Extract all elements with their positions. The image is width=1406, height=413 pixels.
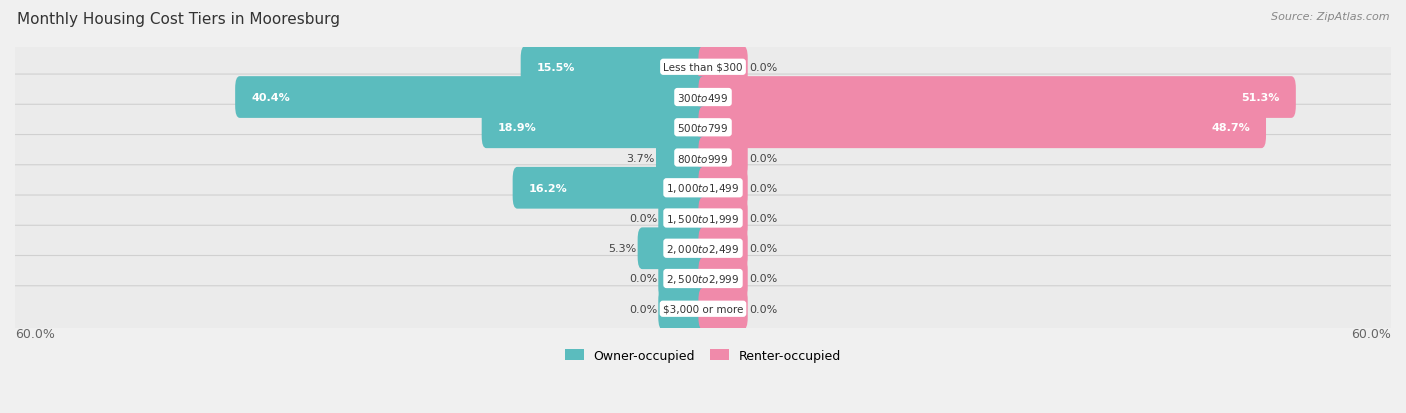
FancyBboxPatch shape (699, 228, 748, 269)
FancyBboxPatch shape (11, 286, 1395, 332)
FancyBboxPatch shape (11, 105, 1395, 151)
Text: 0.0%: 0.0% (749, 274, 778, 284)
FancyBboxPatch shape (11, 195, 1395, 242)
Text: $1,500 to $1,999: $1,500 to $1,999 (666, 212, 740, 225)
Text: $2,500 to $2,999: $2,500 to $2,999 (666, 272, 740, 285)
FancyBboxPatch shape (11, 226, 1395, 272)
Text: 0.0%: 0.0% (749, 304, 778, 314)
Text: Monthly Housing Cost Tiers in Mooresburg: Monthly Housing Cost Tiers in Mooresburg (17, 12, 340, 27)
Text: 15.5%: 15.5% (537, 63, 575, 73)
FancyBboxPatch shape (657, 137, 707, 179)
FancyBboxPatch shape (11, 165, 1395, 211)
FancyBboxPatch shape (235, 77, 707, 119)
Text: Less than $300: Less than $300 (664, 63, 742, 73)
Text: 0.0%: 0.0% (628, 274, 657, 284)
Text: 0.0%: 0.0% (749, 244, 778, 254)
FancyBboxPatch shape (658, 258, 707, 300)
Text: 40.4%: 40.4% (252, 93, 290, 103)
Text: $800 to $999: $800 to $999 (678, 152, 728, 164)
FancyBboxPatch shape (699, 168, 748, 209)
Text: 0.0%: 0.0% (749, 153, 778, 163)
Text: $3,000 or more: $3,000 or more (662, 304, 744, 314)
Text: 3.7%: 3.7% (627, 153, 655, 163)
Text: 60.0%: 60.0% (1351, 328, 1391, 341)
FancyBboxPatch shape (699, 288, 748, 330)
FancyBboxPatch shape (520, 47, 707, 88)
FancyBboxPatch shape (638, 228, 707, 269)
FancyBboxPatch shape (11, 75, 1395, 121)
FancyBboxPatch shape (658, 198, 707, 239)
Text: 0.0%: 0.0% (628, 214, 657, 223)
Text: 5.3%: 5.3% (609, 244, 637, 254)
Text: 0.0%: 0.0% (749, 183, 778, 193)
FancyBboxPatch shape (11, 256, 1395, 302)
Text: 48.7%: 48.7% (1211, 123, 1250, 133)
Text: Source: ZipAtlas.com: Source: ZipAtlas.com (1271, 12, 1389, 22)
Text: 16.2%: 16.2% (529, 183, 568, 193)
FancyBboxPatch shape (699, 137, 748, 179)
Text: $2,000 to $2,499: $2,000 to $2,499 (666, 242, 740, 255)
Text: $1,000 to $1,499: $1,000 to $1,499 (666, 182, 740, 195)
Text: 0.0%: 0.0% (749, 63, 778, 73)
FancyBboxPatch shape (513, 168, 707, 209)
FancyBboxPatch shape (699, 258, 748, 300)
Text: 60.0%: 60.0% (15, 328, 55, 341)
Text: $500 to $799: $500 to $799 (678, 122, 728, 134)
Text: $300 to $499: $300 to $499 (678, 92, 728, 104)
FancyBboxPatch shape (699, 107, 1265, 149)
Text: 18.9%: 18.9% (498, 123, 537, 133)
FancyBboxPatch shape (658, 288, 707, 330)
Text: 51.3%: 51.3% (1241, 93, 1279, 103)
Text: 0.0%: 0.0% (628, 304, 657, 314)
FancyBboxPatch shape (11, 135, 1395, 181)
FancyBboxPatch shape (11, 45, 1395, 90)
Text: 0.0%: 0.0% (749, 214, 778, 223)
FancyBboxPatch shape (699, 47, 748, 88)
FancyBboxPatch shape (699, 77, 1296, 119)
Legend: Owner-occupied, Renter-occupied: Owner-occupied, Renter-occupied (560, 344, 846, 367)
FancyBboxPatch shape (482, 107, 707, 149)
FancyBboxPatch shape (699, 198, 748, 239)
